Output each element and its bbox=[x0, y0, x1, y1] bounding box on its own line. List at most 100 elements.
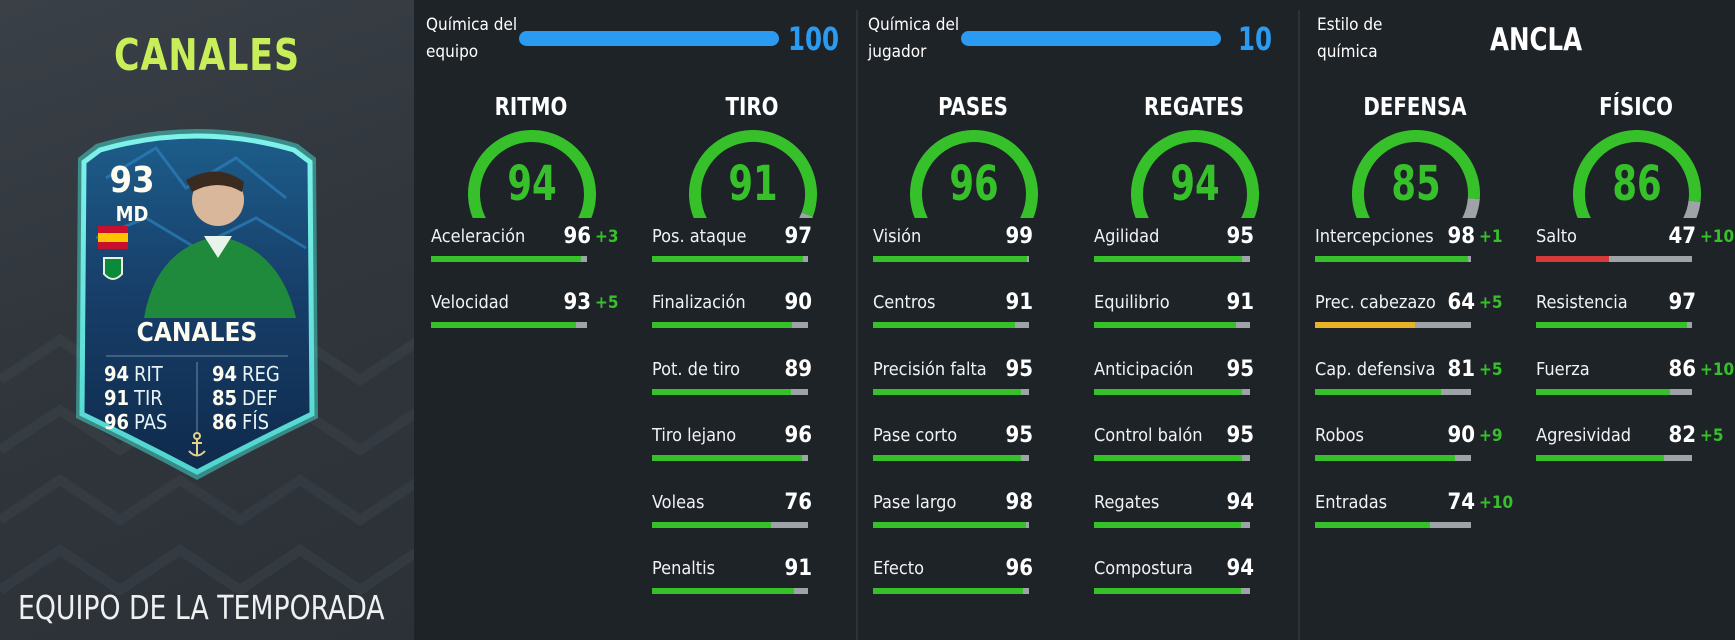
stat-row-intercepciones: Intercepciones 98 +1 bbox=[1315, 224, 1515, 276]
stat-bar bbox=[652, 322, 808, 328]
stat-boost: +9 bbox=[1479, 426, 1503, 446]
stat-value: 98 bbox=[1005, 490, 1033, 515]
card-rating: 93 bbox=[109, 160, 155, 201]
rating-gauge bbox=[1573, 130, 1701, 218]
stat-bar bbox=[1536, 455, 1692, 461]
chemistry-style-label: Estilo de química bbox=[1317, 15, 1383, 62]
gauge-fill bbox=[1352, 130, 1480, 218]
stat-bar-fill bbox=[1536, 256, 1610, 262]
stat-bar bbox=[652, 455, 808, 461]
stat-row-salto: Salto 47 +10 bbox=[1536, 224, 1735, 276]
stat-bar-fill bbox=[873, 256, 1028, 262]
card-stat-reg: 94 REG bbox=[212, 362, 280, 386]
category-rating: 94 bbox=[507, 156, 557, 212]
stat-row-finalizacion: Finalización 90 bbox=[652, 290, 852, 342]
stat-label: Resistencia bbox=[1536, 292, 1628, 313]
stat-boost: +5 bbox=[1479, 293, 1503, 313]
stat-label: Compostura bbox=[1094, 558, 1193, 579]
player-card[interactable]: 93 MD CANALES 94 RIT 91 TIR 96 PAS 94 REG 85… bbox=[66, 118, 328, 484]
gauge-track bbox=[1462, 197, 1480, 218]
stat-label: Pase largo bbox=[873, 492, 957, 513]
stat-row-precision-falta: Precisión falta 95 bbox=[873, 357, 1073, 409]
stat-bar bbox=[1536, 322, 1692, 328]
stat-label: Fuerza bbox=[1536, 359, 1590, 380]
gauge-track bbox=[799, 212, 813, 218]
stat-bar-fill bbox=[431, 322, 577, 328]
stat-value: 90 bbox=[784, 290, 812, 315]
category-fisico: FÍSICO 86 Salto 47 +10 Resistencia 97 Fuerza 86 +… bbox=[1536, 88, 1735, 640]
category-ritmo: RITMO 94 Aceleración 96 +3 Velocidad 93 +5 bbox=[431, 88, 651, 640]
stat-row-voleas: Voleas 76 bbox=[652, 490, 852, 542]
category-pases: PASES 96 Visión 99 Centros 91 Precisión falta 9… bbox=[873, 88, 1093, 640]
stat-bar bbox=[1094, 256, 1250, 262]
stat-label: Aceleración bbox=[431, 226, 526, 247]
stat-bar bbox=[1094, 522, 1250, 528]
player-name: CANALES bbox=[114, 30, 300, 81]
rating-gauge bbox=[1352, 130, 1480, 218]
stat-boost: +5 bbox=[595, 293, 619, 313]
stat-bar-fill bbox=[1536, 455, 1664, 461]
stat-row-robos: Robos 90 +9 bbox=[1315, 423, 1515, 475]
stat-value: 96 bbox=[563, 224, 591, 249]
stat-boost: +1 bbox=[1479, 227, 1503, 247]
stat-bar bbox=[873, 389, 1029, 395]
category-rating: 94 bbox=[1170, 156, 1220, 212]
stat-row-tiro-lejano: Tiro lejano 96 bbox=[652, 423, 852, 475]
category-title: PASES bbox=[938, 92, 1008, 121]
gauge-fill bbox=[689, 130, 817, 218]
stat-row-entradas: Entradas 74 +10 bbox=[1315, 490, 1515, 542]
stat-bar-fill bbox=[652, 389, 791, 395]
team-chemistry-value: 100 bbox=[788, 20, 840, 58]
stat-bar bbox=[1094, 389, 1250, 395]
stat-value: 95 bbox=[1005, 423, 1033, 448]
stat-row-prec-cabezazo: Prec. cabezazo 64 +5 bbox=[1315, 290, 1515, 342]
stat-bar-fill bbox=[652, 256, 804, 262]
stat-bar-fill bbox=[873, 522, 1026, 528]
stat-bar bbox=[1536, 256, 1692, 262]
stat-bar bbox=[873, 588, 1029, 594]
card-position: MD bbox=[115, 202, 149, 226]
stat-bar-fill bbox=[1536, 322, 1688, 328]
stat-label: Pase corto bbox=[873, 425, 958, 446]
player-panel: CANALES bbox=[0, 0, 414, 640]
stat-label: Prec. cabezazo bbox=[1315, 292, 1436, 313]
stat-bar-fill bbox=[873, 588, 1023, 594]
stat-value: 97 bbox=[784, 224, 812, 249]
card-frame bbox=[76, 129, 318, 480]
stat-row-centros: Centros 91 bbox=[873, 290, 1073, 342]
stat-bar-fill bbox=[652, 522, 771, 528]
gauge-track bbox=[1683, 200, 1701, 218]
category-title: TIRO bbox=[725, 92, 779, 121]
stat-label: Velocidad bbox=[431, 292, 509, 313]
rating-gauge bbox=[689, 130, 817, 218]
stat-value: 95 bbox=[1226, 357, 1254, 382]
stat-bar bbox=[652, 256, 808, 262]
stat-value: 82 bbox=[1668, 423, 1696, 448]
stat-bar-fill bbox=[652, 322, 793, 328]
stat-row-penaltis: Penaltis 91 bbox=[652, 556, 852, 608]
stat-value: 95 bbox=[1005, 357, 1033, 382]
category-title: REGATES bbox=[1144, 92, 1244, 121]
stat-bar-fill bbox=[1094, 256, 1243, 262]
stat-label: Efecto bbox=[873, 558, 925, 579]
stat-boost: +10 bbox=[1700, 360, 1735, 380]
stat-label: Salto bbox=[1536, 226, 1577, 247]
stat-bar-fill bbox=[1315, 389, 1442, 395]
stat-row-fuerza: Fuerza 86 +10 bbox=[1536, 357, 1735, 409]
stat-row-cap-defensiva: Cap. defensiva 81 +5 bbox=[1315, 357, 1515, 409]
stat-row-agresividad: Agresividad 82 +5 bbox=[1536, 423, 1735, 475]
stat-bar-fill bbox=[873, 455, 1022, 461]
card-stat-pas: 96 PAS bbox=[104, 410, 168, 434]
gauge-fill bbox=[1131, 130, 1259, 218]
stat-row-pase-largo: Pase largo 98 bbox=[873, 490, 1073, 542]
stat-label: Tiro lejano bbox=[652, 425, 737, 446]
stat-row-pase-corto: Pase corto 95 bbox=[873, 423, 1073, 475]
stat-label: Intercepciones bbox=[1315, 226, 1434, 247]
stat-bar-fill bbox=[1094, 389, 1243, 395]
gauge-fill bbox=[1573, 130, 1701, 218]
stat-bar bbox=[1536, 389, 1692, 395]
stat-bar-fill bbox=[1094, 455, 1243, 461]
stat-value: 91 bbox=[1226, 290, 1254, 315]
stat-boost: +5 bbox=[1479, 360, 1503, 380]
stat-bar bbox=[652, 522, 808, 528]
